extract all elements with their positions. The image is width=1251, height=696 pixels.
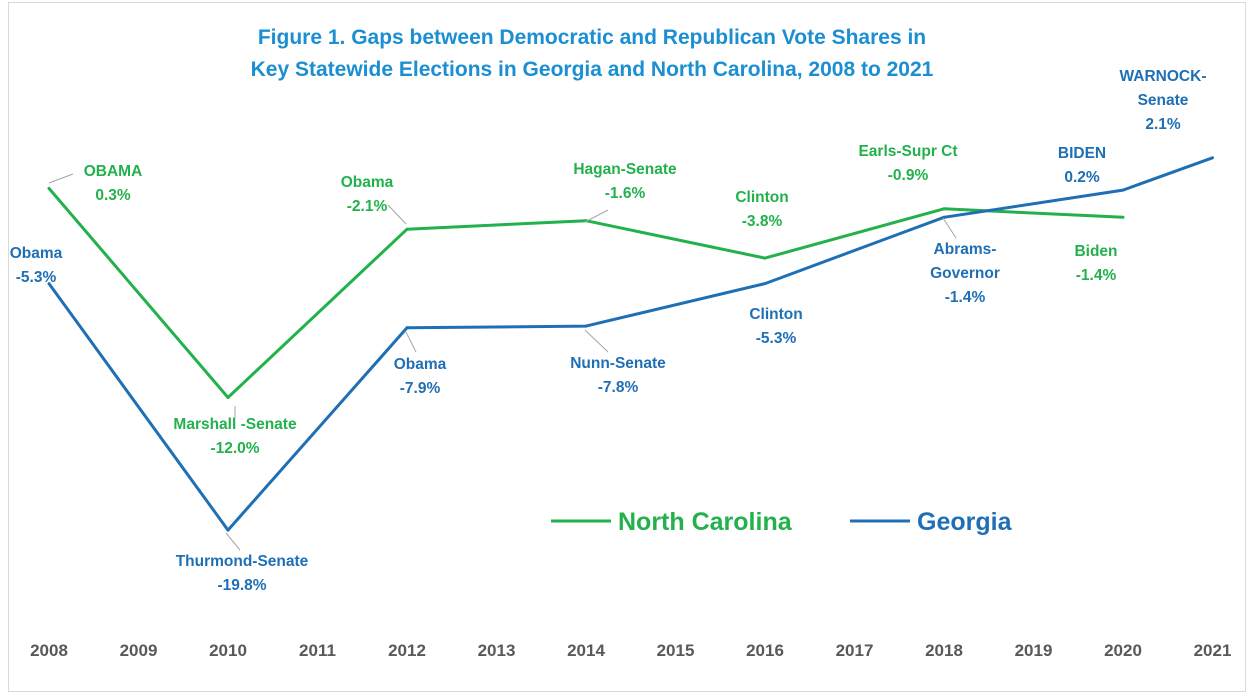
label-leader-lines <box>48 173 957 551</box>
x-tick-2015: 2015 <box>657 641 695 660</box>
legend-label-north-carolina: North Carolina <box>618 508 793 536</box>
series-lines <box>47 156 1214 532</box>
data-label-georgia-2020: BIDEN 0.2% <box>1058 145 1106 186</box>
data-label-georgia-2018: Abrams- Governor -1.4% <box>930 241 1000 306</box>
data-label-line: OBAMA <box>84 163 143 180</box>
data-label-line: Obama <box>341 174 394 191</box>
leader-line-georgia-2010 <box>225 532 241 551</box>
data-label-line: -1.4% <box>945 289 986 306</box>
data-label-line: -1.4% <box>1076 267 1117 284</box>
data-point-north-carolina-2010 <box>226 396 230 399</box>
data-label-line: BIDEN <box>1058 145 1106 162</box>
x-tick-2009: 2009 <box>120 641 158 660</box>
data-label-line: -7.9% <box>400 380 441 397</box>
data-label-north-carolina-2018: Earls-Supr Ct -0.9% <box>858 143 957 184</box>
data-point-georgia-2021 <box>1211 156 1214 160</box>
data-label-georgia-2014: Nunn-Senate -7.8% <box>570 355 666 396</box>
data-label-line: -19.8% <box>217 577 266 594</box>
data-label-line: -2.1% <box>347 198 388 215</box>
x-tick-2019: 2019 <box>1015 641 1053 660</box>
data-label-georgia-2008: Obama -5.3% <box>10 245 63 286</box>
data-label-north-carolina-2014: Hagan-Senate -1.6% <box>573 161 677 202</box>
data-label-line: Earls-Supr Ct <box>858 143 957 160</box>
legend: North Carolina Georgia <box>551 508 1013 536</box>
data-label-line: -1.6% <box>605 185 646 202</box>
chart-title: Figure 1. Gaps between Democratic and Re… <box>258 26 926 49</box>
data-point-georgia-2016 <box>763 282 767 286</box>
x-tick-2017: 2017 <box>836 641 874 660</box>
x-tick-2016: 2016 <box>746 641 784 660</box>
data-label-line: 2.1% <box>1145 116 1181 133</box>
x-tick-2014: 2014 <box>567 641 605 660</box>
data-label-line: Thurmond-Senate <box>176 553 309 570</box>
data-label-line: Clinton <box>749 306 802 323</box>
leader-line-georgia-2018 <box>942 217 957 239</box>
data-label-line: -12.0% <box>210 440 259 457</box>
data-label-line: Governor <box>930 265 1000 282</box>
data-label-line: Obama <box>394 356 447 373</box>
leader-line-north-carolina-2008 <box>48 173 74 184</box>
x-tick-2012: 2012 <box>388 641 426 660</box>
data-label-north-carolina-2008: OBAMA 0.3% <box>84 163 143 204</box>
data-label-georgia-2012: Obama -7.9% <box>394 356 447 397</box>
data-labels: OBAMA 0.3% Marshall -Senate -12.0% Obama -2.1… <box>10 68 1207 594</box>
data-label-line: Biden <box>1074 243 1117 260</box>
data-point-georgia-2014 <box>584 324 588 328</box>
data-label-line: Abrams- <box>934 241 997 258</box>
data-point-north-carolina-2018 <box>942 207 946 211</box>
data-label-north-carolina-2016: Clinton -3.8% <box>735 189 788 230</box>
data-label-line: -0.9% <box>888 167 929 184</box>
data-point-north-carolina-2008 <box>47 186 51 190</box>
data-point-georgia-2020 <box>1121 188 1125 192</box>
chart-frame <box>8 2 1246 692</box>
x-tick-2021: 2021 <box>1194 641 1232 660</box>
data-label-line: 0.2% <box>1064 169 1100 186</box>
data-label-line: Nunn-Senate <box>570 355 666 372</box>
data-point-north-carolina-2012 <box>405 227 409 231</box>
data-label-line: Clinton <box>735 189 788 206</box>
data-point-georgia-2008 <box>47 282 51 286</box>
x-tick-2008: 2008 <box>30 641 68 660</box>
data-label-georgia-2016: Clinton -5.3% <box>749 306 802 347</box>
leader-line-georgia-2012 <box>405 331 417 353</box>
x-tick-2020: 2020 <box>1104 641 1142 660</box>
data-point-north-carolina-2016 <box>763 256 767 260</box>
data-label-line: -3.8% <box>742 213 783 230</box>
data-label-georgia-2021: WARNOCK- Senate 2.1% <box>1120 68 1207 133</box>
data-label-north-carolina-2020: Biden -1.4% <box>1074 243 1117 284</box>
data-label-line: Marshall -Senate <box>173 416 297 433</box>
data-label-line: -5.3% <box>756 330 797 347</box>
data-point-north-carolina-2020 <box>1121 215 1125 219</box>
data-label-line: Senate <box>1138 92 1189 109</box>
data-point-georgia-2012 <box>405 326 409 330</box>
legend-label-georgia: Georgia <box>917 508 1013 536</box>
data-label-line: 0.3% <box>95 187 131 204</box>
data-label-line: Obama <box>10 245 63 262</box>
data-label-line: WARNOCK- <box>1120 68 1207 85</box>
series-line-georgia <box>47 156 1214 532</box>
data-label-line: Hagan-Senate <box>573 161 677 178</box>
data-label-north-carolina-2012: Obama -2.1% <box>341 174 394 215</box>
data-point-georgia-2010 <box>226 528 230 532</box>
leader-line-north-carolina-2014 <box>584 209 609 223</box>
leader-line-north-carolina-2012 <box>387 204 407 225</box>
chart-subtitle: Key Statewide Elections in Georgia and N… <box>251 58 934 81</box>
leader-line-georgia-2014 <box>584 329 609 353</box>
x-tick-2018: 2018 <box>925 641 963 660</box>
data-label-line: -5.3% <box>16 269 57 286</box>
data-label-line: -7.8% <box>598 379 639 396</box>
x-tick-2011: 2011 <box>299 641 336 660</box>
x-tick-2010: 2010 <box>209 641 247 660</box>
x-tick-2013: 2013 <box>478 641 516 660</box>
x-axis-ticks: 2008 2009 2010 2011 2012 2013 2014 2015 2016 2017… <box>30 641 1231 660</box>
data-label-georgia-2010: Thurmond-Senate -19.8% <box>176 553 309 594</box>
data-label-north-carolina-2010: Marshall -Senate -12.0% <box>173 416 297 457</box>
